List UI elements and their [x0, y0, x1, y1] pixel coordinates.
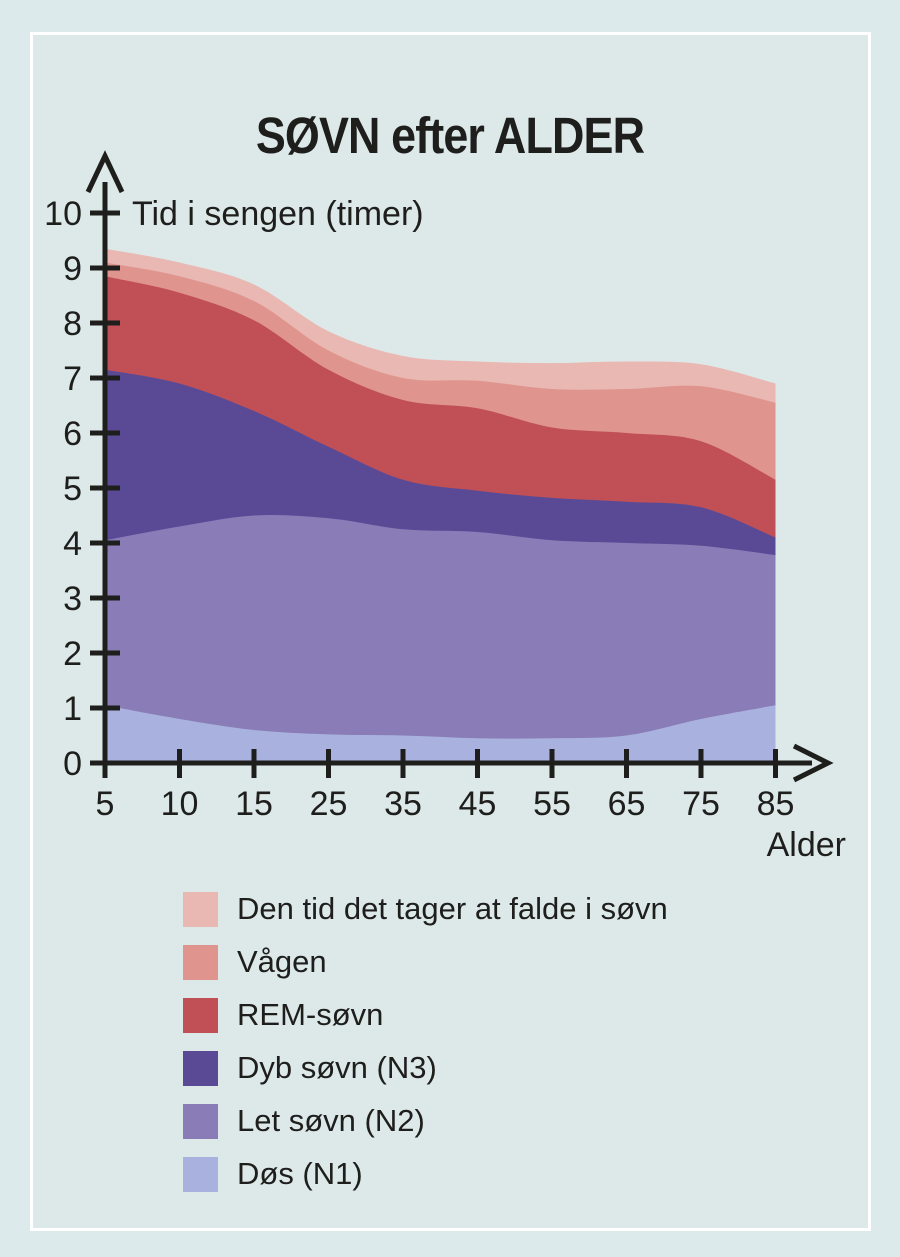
legend-swatch-vagen	[183, 944, 218, 980]
area-layer-0	[105, 705, 776, 763]
svg-text:4: 4	[63, 525, 82, 563]
svg-text:25: 25	[310, 785, 348, 823]
svg-text:10: 10	[44, 195, 82, 233]
svg-text:7: 7	[63, 360, 82, 398]
svg-text:35: 35	[384, 785, 422, 823]
legend-label-dyb-sovn: Dyb søvn (N3)	[237, 1050, 437, 1085]
legend-swatch-falde-i-sovn	[183, 891, 218, 927]
svg-text:8: 8	[63, 305, 82, 343]
legend-label-vagen: Vågen	[237, 944, 327, 979]
legend-item-rem-sovn: REM-søvn	[183, 997, 668, 1033]
legend-item-vagen: Vågen	[183, 944, 668, 980]
svg-text:65: 65	[608, 785, 646, 823]
svg-text:1: 1	[63, 690, 82, 728]
svg-text:9: 9	[63, 250, 82, 288]
svg-text:10: 10	[161, 785, 199, 823]
svg-text:2: 2	[63, 635, 82, 673]
svg-text:5: 5	[96, 785, 115, 823]
legend-swatch-dyb-sovn	[183, 1050, 218, 1086]
legend-item-dos: Døs (N1)	[183, 1156, 668, 1192]
legend-swatch-let-sovn	[183, 1103, 218, 1139]
svg-text:5: 5	[63, 470, 82, 508]
legend-item-dyb-sovn: Dyb søvn (N3)	[183, 1050, 668, 1086]
svg-text:0: 0	[63, 745, 82, 783]
legend-label-let-sovn: Let søvn (N2)	[237, 1103, 425, 1138]
area-layer-1	[105, 515, 776, 763]
legend-item-let-sovn: Let søvn (N2)	[183, 1103, 668, 1139]
svg-text:85: 85	[757, 785, 795, 823]
svg-text:55: 55	[533, 785, 571, 823]
legend-label-dos: Døs (N1)	[237, 1156, 363, 1191]
chart-title: SØVN efter ALDER	[255, 107, 645, 165]
legend-label-falde-i-sovn: Den tid det tager at falde i søvn	[237, 891, 668, 926]
svg-text:6: 6	[63, 415, 82, 453]
svg-text:45: 45	[459, 785, 497, 823]
svg-text:75: 75	[682, 785, 720, 823]
x-axis-label: Alder	[767, 826, 846, 864]
legend-label-rem-sovn: REM-søvn	[237, 997, 384, 1032]
chart-legend: Den tid det tager at falde i søvn Vågen …	[183, 891, 668, 1209]
legend-swatch-dos	[183, 1156, 218, 1192]
legend-swatch-rem-sovn	[183, 997, 218, 1033]
legend-item-falde-i-sovn: Den tid det tager at falde i søvn	[183, 891, 668, 927]
y-axis-label: Tid i sengen (timer)	[132, 195, 424, 233]
svg-text:3: 3	[63, 580, 82, 618]
svg-text:15: 15	[235, 785, 273, 823]
